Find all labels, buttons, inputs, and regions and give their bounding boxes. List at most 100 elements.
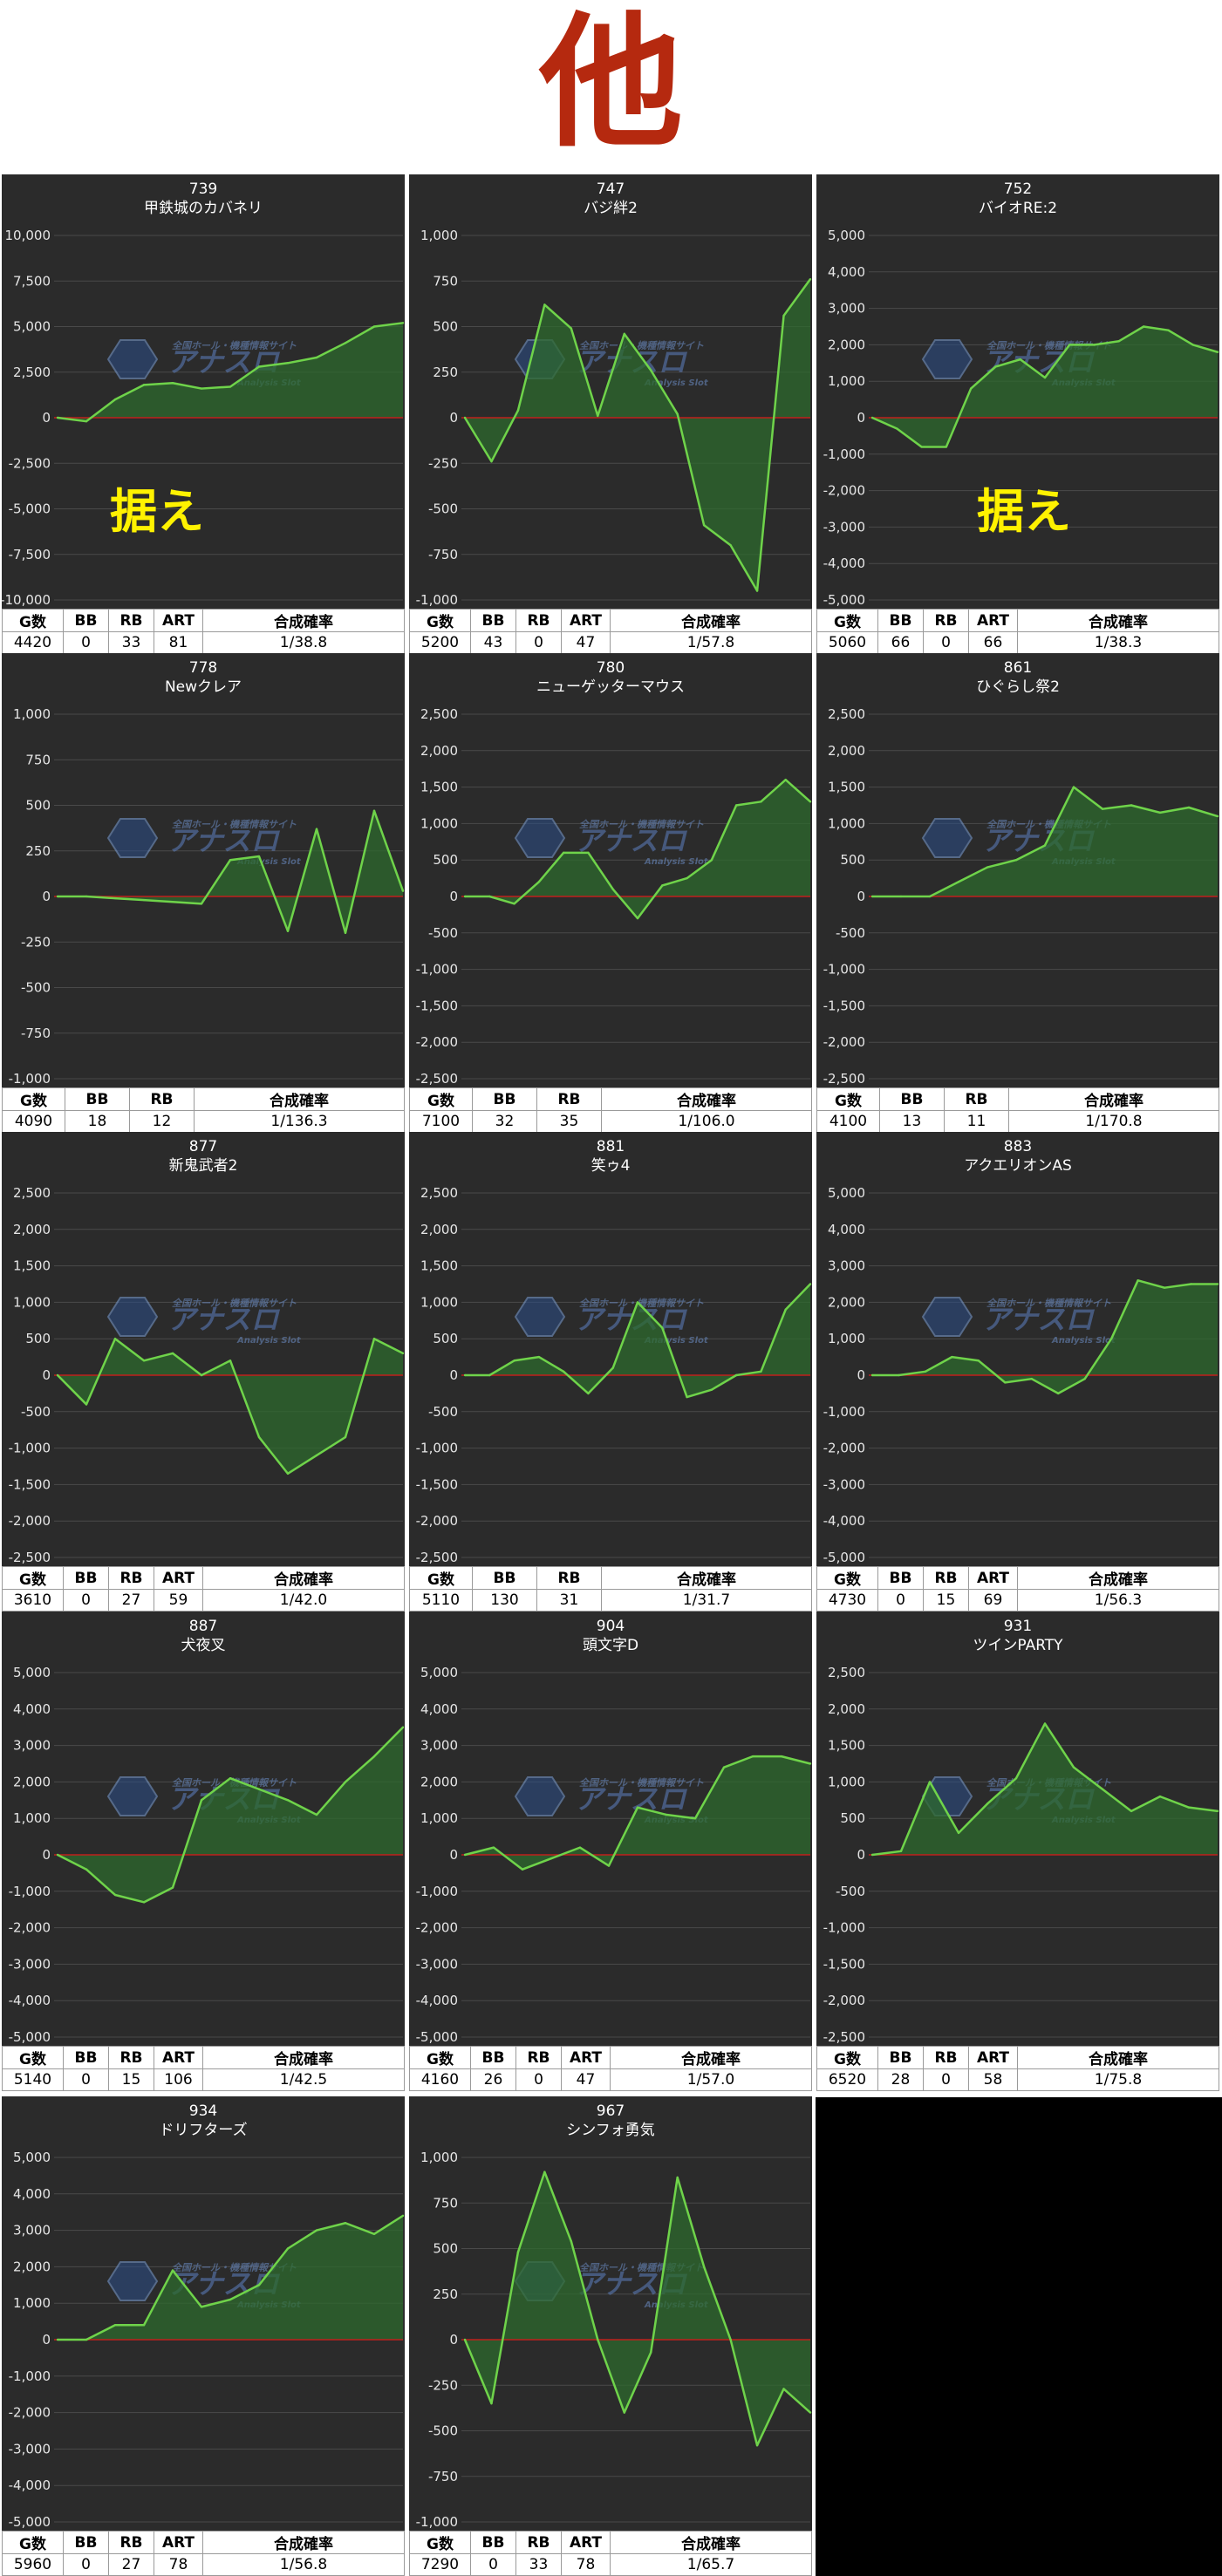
data-point [702, 524, 706, 527]
chart-number: 904 [597, 1618, 625, 1635]
stat-header-g: G数 [816, 1566, 878, 1590]
data-point [490, 2402, 493, 2405]
y-tick-label: 2,000 [828, 743, 865, 759]
data-point [986, 866, 989, 869]
chart-svg: 1,000 750 500 250 0 -250 -500 -750 -1,000 747 バジ絆2… [409, 174, 812, 609]
stat-header-g: G数 [409, 1087, 473, 1111]
y-tick-label: -1,000 [823, 1920, 865, 1936]
data-point [1137, 1279, 1139, 1282]
data-point [401, 1352, 405, 1355]
chart-number: 883 [1004, 1138, 1032, 1155]
stat-header-art: ART [154, 2046, 203, 2069]
stat-header-g: G数 [816, 2046, 878, 2069]
y-tick-label: -2,000 [9, 1920, 51, 1936]
stat-header-rb: RB [108, 609, 154, 632]
stats-table: G数 BB RB 合成確率 4100 13 11 1/170.8 [816, 1087, 1219, 1133]
y-tick-label: 1,000 [13, 1810, 51, 1826]
y-tick-label: 7,500 [13, 273, 51, 289]
y-tick-label: 0 [42, 410, 51, 426]
data-point [257, 2284, 261, 2286]
y-tick-label: 4,000 [828, 1222, 865, 1237]
stat-header-rate: 合成確率 [202, 609, 405, 632]
y-tick-label: -2,000 [9, 1513, 51, 1529]
y-tick-label: -5,000 [9, 2514, 51, 2530]
stat-header-rate: 合成確率 [610, 2046, 812, 2069]
series-area [872, 326, 1218, 447]
chart-number: 739 [189, 181, 217, 198]
y-tick-label: 1,000 [828, 1774, 865, 1789]
data-point [401, 889, 405, 892]
stat-value-art: 66 [968, 631, 1018, 654]
data-point [286, 2247, 290, 2250]
data-point [570, 327, 573, 330]
data-point [623, 2411, 625, 2414]
series-area [465, 1284, 810, 1398]
y-tick-label: 1,000 [420, 1294, 458, 1310]
y-tick-label: 250 [433, 365, 458, 380]
chart-panel: 1,000 750 500 250 0 -250 -500 -750 -1,000 967 シンフォ… [409, 2096, 812, 2576]
y-tick-label: 1,500 [828, 780, 865, 795]
stat-value-bb: 0 [877, 1589, 924, 1612]
chart-number: 861 [1004, 659, 1032, 677]
y-tick-label: -1,000 [416, 1884, 458, 1899]
data-point [463, 2338, 467, 2341]
y-tick-label: 4,000 [13, 2186, 51, 2202]
stats-table: G数 BB RB ART 合成確率 3610 0 27 59 1/42.0 [2, 1566, 405, 1612]
y-tick-label: -1,000 [823, 1404, 865, 1420]
stat-header-bb: BB [63, 2046, 109, 2069]
data-point [286, 930, 290, 932]
stat-value-rate: 1/136.3 [194, 1110, 405, 1133]
y-tick-label: 250 [25, 843, 51, 859]
stats-table: G数 BB RB 合成確率 5110 130 31 1/31.7 [409, 1566, 812, 1612]
y-tick-label: -2,000 [416, 1513, 458, 1529]
data-point [85, 895, 88, 898]
watermark-hexagon-icon [106, 339, 159, 379]
data-point [951, 1355, 953, 1359]
data-point [722, 1766, 726, 1768]
stat-value-g: 7290 [409, 2553, 471, 2576]
stat-value-rate: 1/65.7 [610, 2553, 812, 2576]
chart-panel: 5,000 4,000 3,000 2,000 1,000 0 -1,000 -2,000 -3… [816, 1132, 1219, 1612]
data-point [870, 895, 874, 898]
data-point [537, 881, 541, 883]
stat-value-g: 5140 [2, 2068, 64, 2091]
y-tick-label: -4,000 [823, 555, 865, 571]
y-tick-label: -5,000 [9, 2029, 51, 2045]
y-tick-label: -750 [21, 1026, 51, 1041]
data-point [924, 1370, 927, 1373]
data-point [1187, 806, 1191, 809]
chart-name: ひぐらし祭2 [976, 678, 1060, 696]
chart-background [2, 1132, 405, 1566]
y-tick-label: 4,000 [828, 264, 865, 280]
data-point [562, 851, 565, 855]
y-tick-label: 0 [449, 2332, 458, 2348]
chart-number: 747 [597, 181, 625, 198]
data-point [513, 903, 515, 905]
y-tick-label: -2,000 [823, 1993, 865, 2008]
y-tick-label: 0 [42, 2332, 51, 2348]
data-point [171, 901, 174, 903]
series-area [465, 279, 810, 591]
y-tick-label: -3,000 [416, 1956, 458, 1972]
data-point [1117, 340, 1121, 343]
y-tick-label: 0 [857, 889, 865, 904]
chart-name: バイオRE:2 [979, 200, 1057, 217]
watermark-top: 全国ホール・機種情報サイト [172, 340, 297, 351]
stat-value-rb: 12 [129, 1110, 195, 1133]
y-tick-label: 3,000 [13, 2223, 51, 2239]
stat-value-rate: 1/42.5 [202, 2068, 405, 2091]
data-point [1014, 859, 1018, 862]
data-point [1101, 1788, 1104, 1790]
series-area [58, 810, 403, 933]
data-point [200, 903, 203, 905]
stat-value-art: 106 [154, 2068, 203, 2091]
stat-header-rb: RB [515, 2531, 562, 2554]
y-tick-label: 0 [42, 1367, 51, 1383]
chart-svg: 2,500 2,000 1,500 1,000 500 0 -500 -1,000 -1,500… [409, 653, 812, 1087]
data-point [710, 859, 713, 862]
y-tick-label: 750 [433, 273, 458, 289]
y-tick-label: 1,000 [420, 2150, 458, 2165]
overlay-label: 据え [110, 484, 204, 539]
y-tick-label: -2,000 [416, 1920, 458, 1936]
